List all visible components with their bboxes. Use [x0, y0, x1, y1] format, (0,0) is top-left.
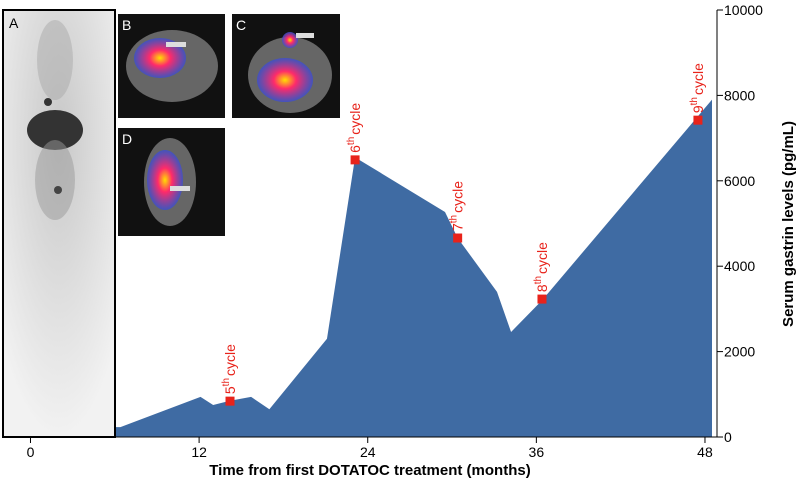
cycle-number: 8 [534, 284, 550, 292]
y-tick-label: 6000 [724, 173, 755, 189]
panel-c: C [232, 14, 340, 118]
cycle-word: cycle [534, 242, 550, 274]
cycle-number: 7 [450, 223, 466, 231]
x-tick-label: 24 [360, 444, 376, 460]
cycle-suffix: th [449, 215, 460, 223]
panel-a: A [2, 9, 116, 438]
cycle-label: 5th cycle [221, 344, 238, 394]
panel-label: D [122, 131, 132, 147]
cycle-suffix: th [533, 276, 544, 284]
cycle-label: 7th cycle [449, 181, 466, 231]
cycle-word: cycle [450, 181, 466, 213]
panel-d: D [118, 128, 225, 236]
cycle-suffix: th [689, 97, 700, 105]
area [8, 99, 712, 438]
x-axis-title: Time from first DOTATOC treatment (month… [209, 462, 530, 479]
y-axis-title: Serum gastrin levels (pg/mL) [780, 121, 797, 327]
marker [350, 155, 360, 165]
marker [225, 396, 235, 406]
y-tick-label: 8000 [724, 87, 755, 103]
x-tick-label: 36 [529, 444, 545, 460]
cycle-label: 9th cycle [689, 63, 706, 113]
cycle-number: 9 [690, 105, 706, 113]
x-tick-label: 0 [27, 444, 35, 460]
panel-label: B [122, 17, 131, 33]
y-tick-label: 2000 [724, 344, 755, 360]
y-tick-label: 4000 [724, 258, 755, 274]
cycle-number: 5 [222, 386, 238, 394]
marker [537, 294, 547, 304]
cycle-word: cycle [222, 344, 238, 376]
cycle-number: 6 [347, 145, 363, 153]
cycle-label: 6th cycle [346, 103, 363, 153]
x-tick-label: 48 [697, 444, 713, 460]
cycle-word: cycle [347, 103, 363, 135]
cycle-label: 8th cycle [533, 242, 550, 292]
x-tick-label: 12 [191, 444, 207, 460]
marker [693, 115, 703, 125]
y-tick-label: 0 [724, 429, 732, 445]
panel-label: C [236, 17, 246, 33]
cycle-suffix: th [346, 137, 357, 145]
marker [453, 233, 463, 243]
cycle-word: cycle [690, 63, 706, 95]
cycle-suffix: th [221, 378, 232, 386]
panel-b: B [118, 14, 225, 118]
y-tick-label: 10000 [724, 2, 763, 18]
panel-label: A [9, 15, 19, 31]
